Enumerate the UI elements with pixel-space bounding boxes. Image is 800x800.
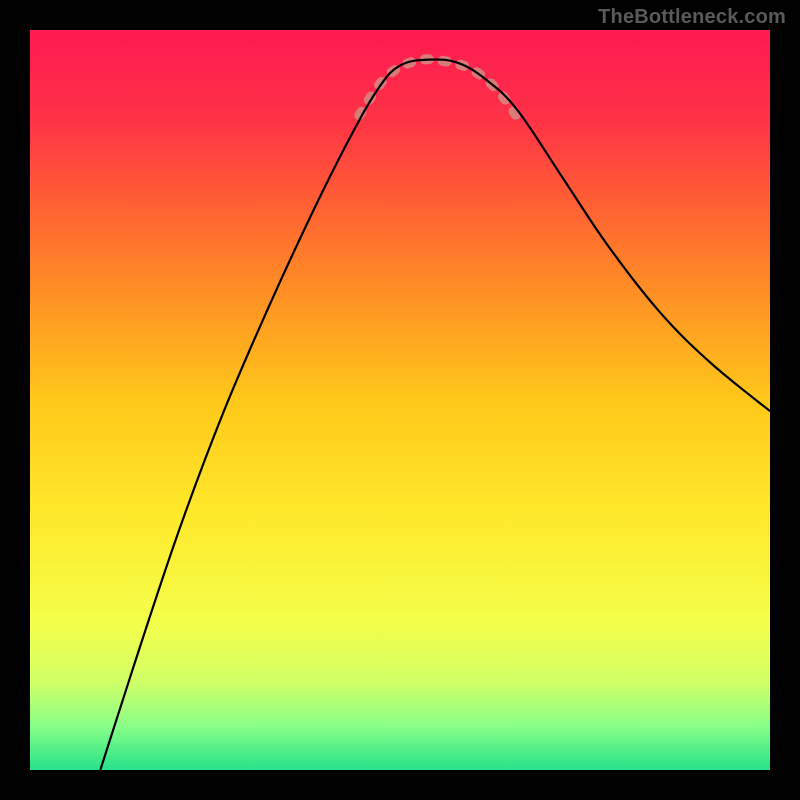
- bottleneck-chart: [0, 0, 800, 800]
- watermark-text: TheBottleneck.com: [598, 6, 786, 29]
- chart-container: TheBottleneck.com: [0, 0, 800, 800]
- plot-background: [30, 30, 770, 770]
